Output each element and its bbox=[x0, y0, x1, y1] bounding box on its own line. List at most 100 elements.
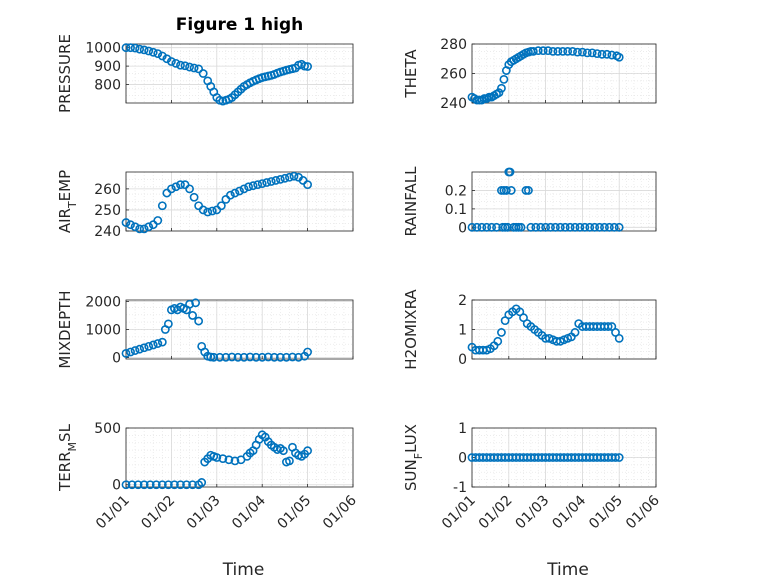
data-point bbox=[189, 192, 199, 202]
data-point bbox=[570, 328, 580, 337]
x-tick-label: 01/03 bbox=[513, 493, 553, 533]
data-point bbox=[602, 49, 612, 59]
data-point bbox=[224, 455, 234, 465]
data-point bbox=[239, 184, 249, 194]
data-point bbox=[497, 328, 506, 337]
data-point bbox=[218, 454, 228, 464]
data-point bbox=[300, 61, 309, 71]
data-point bbox=[573, 47, 582, 57]
data-point bbox=[144, 46, 154, 56]
data-point bbox=[215, 352, 225, 362]
data-point bbox=[269, 352, 279, 362]
data-point bbox=[185, 299, 194, 309]
data-point bbox=[303, 180, 312, 190]
data-point bbox=[153, 339, 163, 348]
axes-box bbox=[125, 171, 354, 232]
data-point bbox=[144, 222, 154, 232]
data-point bbox=[176, 480, 185, 490]
data-point bbox=[139, 480, 149, 490]
data-point bbox=[257, 179, 267, 188]
data-point bbox=[524, 186, 533, 195]
data-point bbox=[505, 167, 515, 177]
data-point bbox=[614, 453, 624, 462]
data-point bbox=[180, 180, 190, 190]
data-point bbox=[533, 46, 543, 56]
data-point bbox=[239, 352, 249, 362]
data-point bbox=[592, 49, 602, 58]
data-point bbox=[139, 224, 149, 234]
data-point bbox=[590, 222, 600, 232]
data-point bbox=[285, 456, 294, 466]
data-point bbox=[233, 352, 243, 362]
data-point bbox=[245, 352, 255, 362]
y-tick-label: 1 bbox=[458, 323, 467, 339]
data-point bbox=[580, 222, 590, 232]
x-tick-label: 01/06 bbox=[623, 492, 663, 532]
data-point bbox=[262, 178, 272, 187]
data-point bbox=[531, 222, 541, 232]
y-tick-label: 0 bbox=[458, 352, 467, 368]
data-point bbox=[135, 344, 145, 354]
y-axis-label: MIXDEPTH bbox=[56, 290, 74, 368]
data-point bbox=[548, 46, 558, 56]
data-point bbox=[203, 207, 213, 217]
data-point bbox=[176, 60, 185, 70]
x-tick-label: 01/01 bbox=[93, 493, 133, 533]
y-tick-label: 2 bbox=[458, 293, 467, 309]
data-point bbox=[171, 182, 181, 192]
data-point bbox=[558, 46, 568, 56]
x-tick-label: 01/05 bbox=[586, 493, 626, 533]
chart-title: Figure 1 high bbox=[176, 15, 304, 35]
data-point bbox=[585, 222, 595, 232]
data-point bbox=[139, 45, 149, 55]
data-point bbox=[516, 222, 526, 232]
data-point bbox=[493, 336, 503, 346]
data-point bbox=[285, 172, 294, 182]
y-tick-label: 1 bbox=[458, 421, 467, 437]
data-point bbox=[546, 222, 555, 232]
data-point bbox=[157, 201, 167, 211]
data-point bbox=[275, 174, 285, 184]
data-point bbox=[226, 190, 235, 200]
data-point bbox=[503, 222, 512, 232]
data-point bbox=[135, 44, 145, 54]
y-tick-label: 0 bbox=[458, 451, 467, 467]
data-point bbox=[501, 186, 511, 195]
y-tick-label: 800 bbox=[94, 78, 121, 94]
data-point bbox=[253, 180, 263, 190]
data-point bbox=[611, 453, 620, 462]
data-point bbox=[197, 478, 207, 487]
data-point bbox=[303, 347, 312, 357]
data-point bbox=[185, 62, 194, 72]
data-point bbox=[180, 61, 190, 71]
data-point bbox=[170, 480, 179, 490]
data-point bbox=[221, 352, 231, 362]
y-axis-label: SUNFLUX bbox=[402, 424, 425, 491]
x-tick-label: 01/01 bbox=[439, 493, 479, 533]
data-point bbox=[157, 337, 167, 347]
data-point bbox=[604, 222, 614, 232]
data-point bbox=[541, 222, 550, 232]
data-point bbox=[121, 480, 131, 490]
y-axis-label: THETA bbox=[402, 49, 420, 99]
y-tick-label: 0.1 bbox=[445, 202, 467, 218]
data-point bbox=[166, 57, 176, 66]
data-point bbox=[587, 48, 597, 58]
data-point bbox=[209, 352, 219, 362]
data-point bbox=[207, 206, 217, 216]
data-point bbox=[526, 222, 536, 232]
data-point bbox=[144, 341, 154, 351]
data-point bbox=[194, 316, 204, 326]
data-point bbox=[188, 311, 197, 320]
data-point bbox=[198, 205, 208, 215]
data-point bbox=[145, 480, 155, 490]
data-point bbox=[126, 43, 135, 53]
data-point bbox=[303, 62, 312, 71]
data-point bbox=[185, 184, 194, 194]
data-point bbox=[294, 352, 303, 362]
data-point bbox=[130, 346, 140, 355]
data-point bbox=[494, 88, 504, 98]
data-point bbox=[538, 46, 548, 56]
data-point bbox=[157, 480, 167, 490]
y-axis-label: H2OMIXRA bbox=[402, 289, 420, 370]
